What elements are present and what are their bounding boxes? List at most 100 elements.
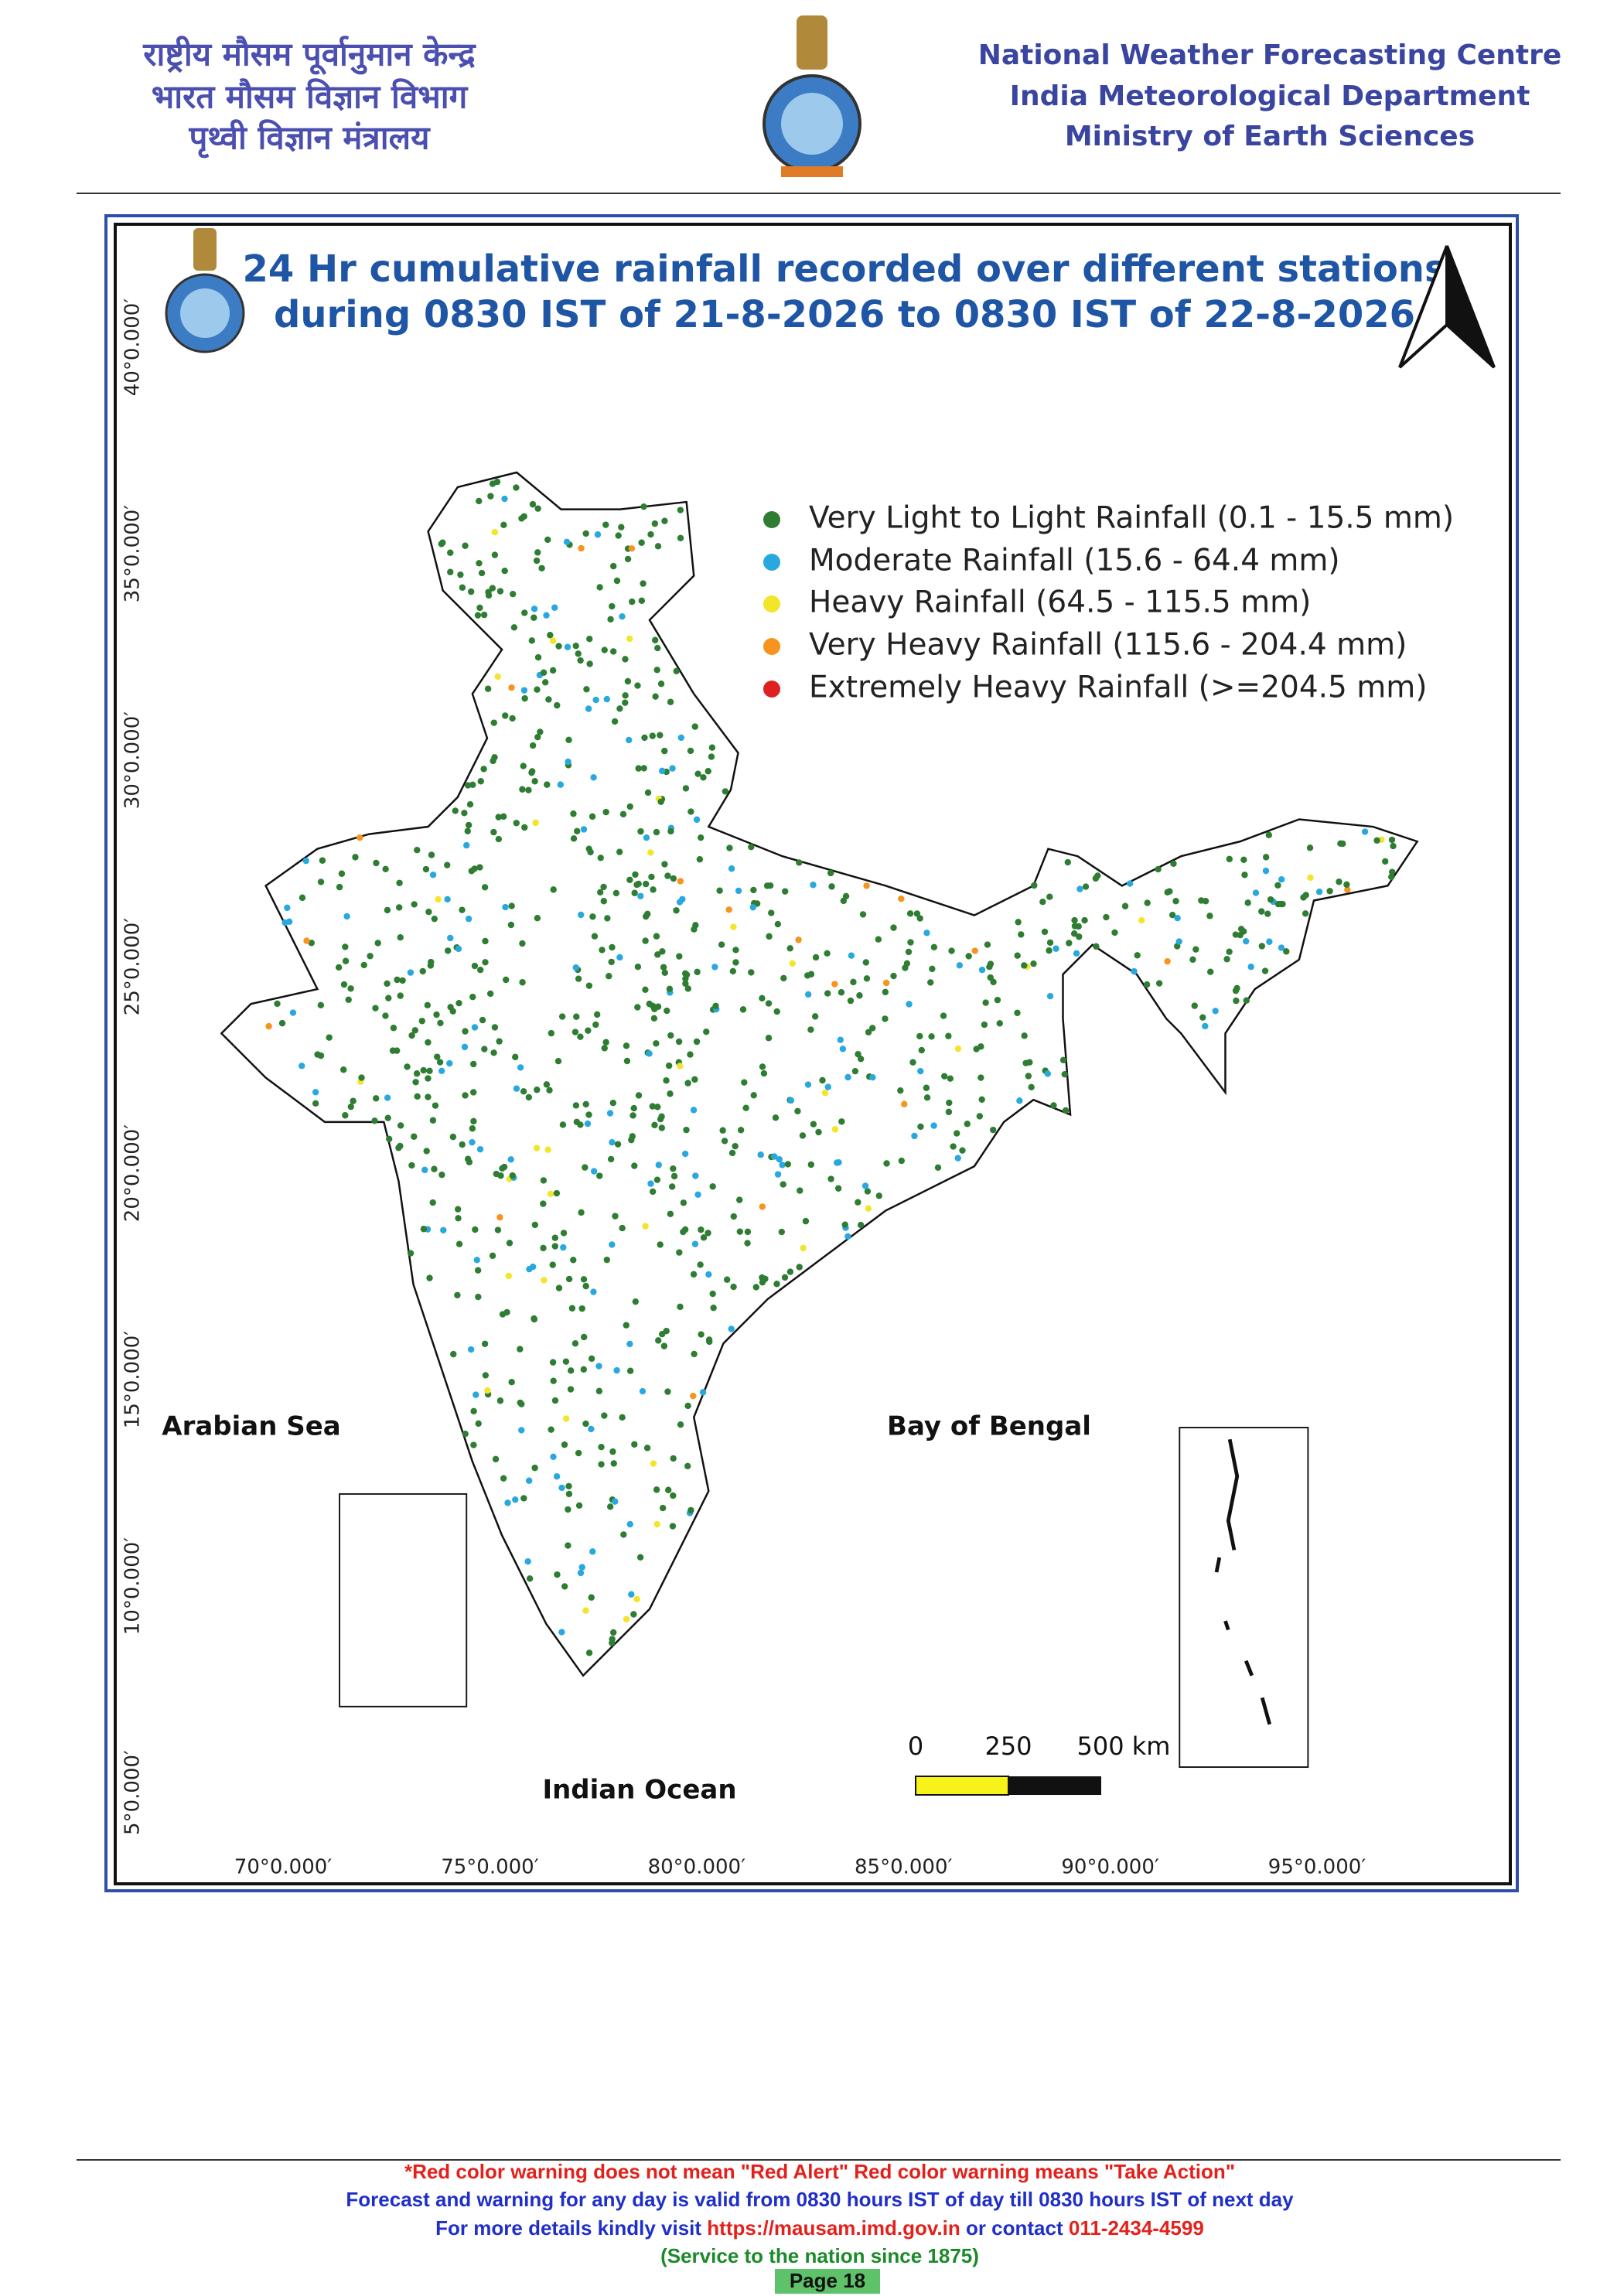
station-dot <box>504 1499 511 1506</box>
station-dot <box>396 879 403 886</box>
station-dot <box>500 813 507 820</box>
station-dot <box>897 1087 904 1094</box>
station-dot <box>493 1170 500 1178</box>
station-dot <box>419 967 426 975</box>
station-dot <box>592 696 599 704</box>
station-dot <box>472 1226 479 1233</box>
station-dot <box>940 1073 948 1080</box>
station-dot <box>447 934 454 942</box>
station-dot <box>638 539 645 546</box>
station-dot <box>428 851 435 858</box>
station-dot <box>1344 886 1351 893</box>
station-dot <box>371 1117 378 1124</box>
station-dot <box>898 895 905 902</box>
station-dot <box>624 555 632 563</box>
legend-swatch <box>763 511 780 528</box>
station-dot <box>981 1021 988 1029</box>
station-dot <box>1206 968 1214 975</box>
station-dot <box>1283 948 1290 955</box>
station-dot <box>903 960 911 967</box>
station-dot <box>670 875 677 882</box>
station-dot <box>635 765 642 772</box>
station-dot <box>343 913 350 920</box>
station-dot <box>658 1124 666 1131</box>
station-dot <box>521 609 528 616</box>
station-dot <box>507 1156 514 1163</box>
station-dot <box>420 1066 427 1074</box>
station-dot <box>711 964 718 971</box>
station-dot <box>601 1045 608 1052</box>
station-dot <box>827 869 834 877</box>
station-dot <box>551 1234 558 1241</box>
station-dot <box>438 541 445 548</box>
station-dot <box>513 820 520 827</box>
station-dot <box>732 1142 739 1150</box>
station-dot <box>971 947 978 954</box>
station-dot <box>649 1103 656 1110</box>
station-dot <box>572 964 579 971</box>
station-dot <box>749 904 756 911</box>
station-dot <box>1237 931 1244 939</box>
station-dot <box>784 1161 792 1168</box>
station-dot <box>639 1387 647 1395</box>
station-dot <box>529 742 537 749</box>
station-dot <box>863 975 871 982</box>
station-dot <box>543 612 550 619</box>
station-dot <box>525 1477 533 1484</box>
station-dot <box>429 1117 437 1124</box>
station-dot <box>554 1571 561 1578</box>
station-dot <box>565 1542 571 1549</box>
station-dot <box>622 692 629 699</box>
station-dot <box>549 637 557 644</box>
station-dot <box>555 1284 563 1291</box>
station-dot <box>411 901 418 908</box>
station-dot <box>616 848 623 855</box>
station-dot <box>612 1498 619 1505</box>
station-dot <box>838 1118 845 1125</box>
station-dot <box>397 992 404 999</box>
station-dot <box>677 734 685 742</box>
station-dot <box>841 1221 848 1228</box>
station-dot <box>482 959 489 966</box>
station-dot <box>531 606 538 612</box>
station-dot <box>824 950 831 957</box>
station-dot <box>636 1554 644 1561</box>
station-dot <box>623 1057 631 1065</box>
station-dot <box>568 1305 576 1312</box>
station-dot <box>637 827 644 835</box>
station-dot <box>709 1290 716 1298</box>
footer-note: (Service to the nation since 1875) <box>660 2244 979 2267</box>
station-dot <box>1240 856 1247 864</box>
station-dot <box>692 922 699 929</box>
station-dot <box>600 898 607 905</box>
station-dot <box>560 1230 568 1237</box>
station-dot <box>647 849 654 856</box>
station-dot <box>977 1074 984 1081</box>
map-inner-frame <box>114 223 1512 1885</box>
inset-lakshadweep <box>339 1493 468 1708</box>
station-dot <box>601 646 608 653</box>
lon-label: 80°0.000′ <box>648 1856 746 1879</box>
station-dot <box>454 1206 462 1213</box>
footer-link[interactable]: https://mausam.imd.gov.in <box>707 2216 960 2240</box>
station-dot <box>435 896 442 903</box>
station-dot <box>520 1088 527 1095</box>
station-dot <box>753 900 761 907</box>
station-dot <box>581 1333 588 1341</box>
station-dot <box>1265 831 1272 838</box>
station-dot <box>669 1523 677 1530</box>
station-dot <box>423 1148 430 1155</box>
station-dot <box>588 1355 595 1363</box>
station-dot <box>670 1172 678 1180</box>
station-dot <box>750 1092 757 1099</box>
station-dot <box>440 1226 447 1233</box>
station-dot <box>469 1138 476 1146</box>
station-dot <box>1046 947 1053 954</box>
station-dot <box>508 902 515 909</box>
station-dot <box>649 732 656 739</box>
station-dot <box>911 1132 918 1140</box>
station-dot <box>630 1611 637 1618</box>
station-dot <box>708 744 716 751</box>
station-dot <box>500 1475 507 1482</box>
station-dot <box>657 1116 664 1123</box>
